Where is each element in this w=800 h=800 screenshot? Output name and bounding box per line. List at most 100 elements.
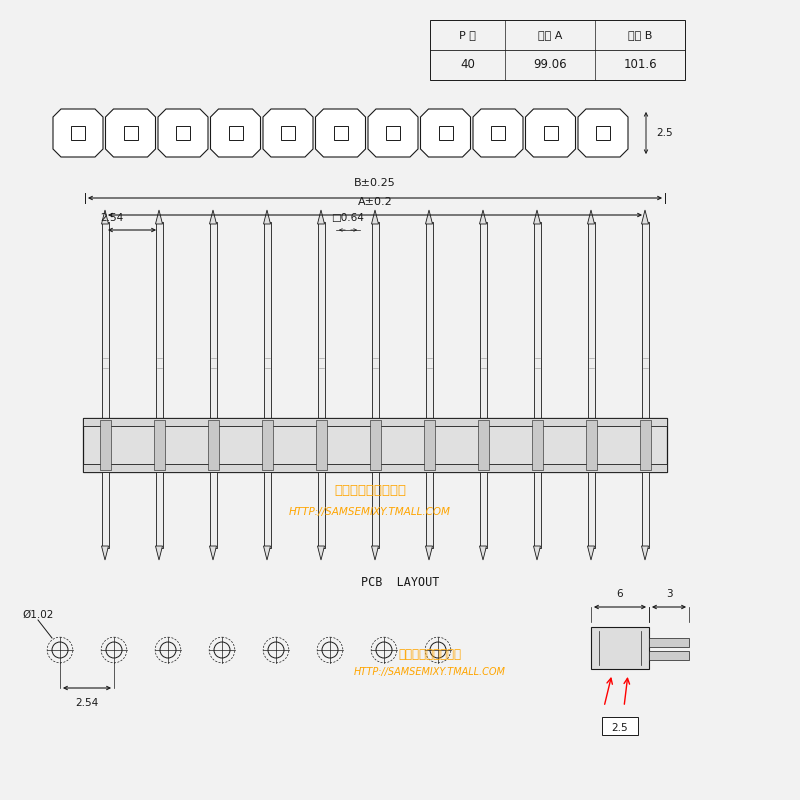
Polygon shape: [578, 109, 628, 157]
Polygon shape: [53, 109, 103, 157]
Polygon shape: [587, 210, 594, 224]
Text: HTTP://SAMSEMIXY.TMALL.COM: HTTP://SAMSEMIXY.TMALL.COM: [354, 667, 506, 677]
Bar: [426, 472, 433, 548]
Bar: [591, 627, 649, 669]
Bar: [229, 126, 242, 140]
Bar: [263, 222, 270, 418]
Bar: [479, 222, 486, 418]
Text: Ø1.02: Ø1.02: [22, 610, 54, 620]
Bar: [478, 420, 489, 470]
Bar: [649, 651, 689, 660]
Polygon shape: [106, 109, 155, 157]
Bar: [210, 222, 217, 418]
Text: P 数: P 数: [459, 30, 476, 40]
Bar: [176, 126, 190, 140]
Text: B±0.25: B±0.25: [354, 178, 396, 188]
Bar: [71, 126, 85, 140]
Text: 三色米鸟饲忆专卖店: 三色米鸟饲忆专卖店: [334, 483, 406, 497]
Polygon shape: [158, 109, 208, 157]
Bar: [102, 472, 109, 548]
Polygon shape: [426, 546, 433, 560]
Bar: [438, 126, 453, 140]
Polygon shape: [371, 546, 378, 560]
Text: HTTP://SAMSEMIXY.TMALL.COM: HTTP://SAMSEMIXY.TMALL.COM: [289, 507, 451, 517]
Bar: [649, 638, 689, 646]
Bar: [534, 222, 541, 418]
Polygon shape: [421, 109, 470, 157]
Text: A±0.2: A±0.2: [358, 197, 392, 207]
Polygon shape: [102, 546, 109, 560]
Polygon shape: [479, 546, 486, 560]
Bar: [154, 420, 165, 470]
Polygon shape: [210, 109, 261, 157]
Polygon shape: [473, 109, 523, 157]
Bar: [639, 420, 650, 470]
Text: 3: 3: [666, 589, 672, 599]
Bar: [587, 472, 594, 548]
Bar: [586, 420, 597, 470]
Bar: [371, 222, 378, 418]
Polygon shape: [526, 109, 575, 157]
Polygon shape: [263, 210, 270, 224]
Bar: [642, 472, 649, 548]
Text: 101.6: 101.6: [623, 58, 657, 71]
Bar: [83, 464, 667, 472]
Text: 99.06: 99.06: [533, 58, 567, 71]
Bar: [386, 126, 400, 140]
Polygon shape: [210, 210, 217, 224]
Text: 三色米鸟饲忆专卖店: 三色米鸟饲忆专卖店: [398, 649, 462, 662]
Bar: [83, 418, 667, 426]
Bar: [318, 222, 325, 418]
Polygon shape: [368, 109, 418, 157]
Bar: [210, 472, 217, 548]
Polygon shape: [642, 546, 649, 560]
Polygon shape: [155, 210, 162, 224]
Bar: [543, 126, 558, 140]
Polygon shape: [263, 109, 313, 157]
Bar: [155, 222, 162, 418]
Bar: [371, 472, 378, 548]
Polygon shape: [479, 210, 486, 224]
Polygon shape: [155, 546, 162, 560]
Bar: [426, 222, 433, 418]
Bar: [281, 126, 295, 140]
Bar: [315, 420, 326, 470]
Text: PCB  LAYOUT: PCB LAYOUT: [361, 575, 439, 589]
Polygon shape: [642, 210, 649, 224]
Bar: [263, 472, 270, 548]
Polygon shape: [318, 546, 325, 560]
Bar: [262, 420, 273, 470]
Polygon shape: [102, 210, 109, 224]
Polygon shape: [426, 210, 433, 224]
Bar: [642, 222, 649, 418]
Bar: [423, 420, 434, 470]
Bar: [155, 472, 162, 548]
Text: 2.5: 2.5: [656, 128, 673, 138]
Bar: [99, 420, 110, 470]
Text: 尺寸 B: 尺寸 B: [628, 30, 652, 40]
Bar: [531, 420, 542, 470]
Bar: [491, 126, 505, 140]
Bar: [479, 472, 486, 548]
Bar: [123, 126, 138, 140]
Bar: [207, 420, 218, 470]
Bar: [370, 420, 381, 470]
Text: 40: 40: [460, 58, 475, 71]
Bar: [430, 20, 685, 80]
Text: 尺寸 A: 尺寸 A: [538, 30, 562, 40]
Text: 6: 6: [617, 589, 623, 599]
Bar: [318, 472, 325, 548]
Polygon shape: [210, 546, 217, 560]
Polygon shape: [318, 210, 325, 224]
Bar: [587, 222, 594, 418]
Bar: [602, 717, 638, 735]
Text: 2.54: 2.54: [75, 698, 98, 708]
Bar: [596, 126, 610, 140]
Polygon shape: [315, 109, 366, 157]
Text: 2.54: 2.54: [100, 213, 123, 223]
Polygon shape: [534, 210, 541, 224]
Bar: [534, 472, 541, 548]
Polygon shape: [587, 546, 594, 560]
Polygon shape: [371, 210, 378, 224]
Text: □0.64: □0.64: [331, 213, 365, 223]
